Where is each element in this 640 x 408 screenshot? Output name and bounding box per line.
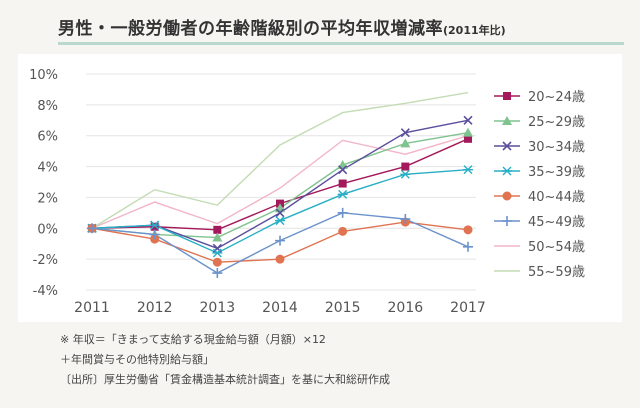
footnotes: ※ 年収＝「きまって支給する現金給与額（月額）×12 ＋年間賞与その他特別給与額… bbox=[60, 330, 390, 390]
legend-swatch-marker bbox=[503, 92, 511, 100]
title-underline bbox=[58, 42, 624, 45]
y-tick-label: -4% bbox=[33, 284, 58, 299]
data-point bbox=[338, 179, 347, 188]
legend-item: 20~24歳 bbox=[494, 90, 585, 105]
legend-item: 25~29歳 bbox=[494, 115, 585, 130]
legend-label: 20~24歳 bbox=[528, 90, 585, 105]
x-tick-labels: 2011 2012 2013 2014 2015 2016 2017 bbox=[74, 300, 486, 316]
data-point bbox=[87, 223, 97, 234]
y-tick-label: 0% bbox=[37, 222, 58, 237]
y-tick-label: 6% bbox=[37, 130, 58, 145]
x-tick-label: 2017 bbox=[450, 300, 486, 316]
data-point bbox=[338, 165, 348, 175]
chart-title-sub: (2011年比) bbox=[443, 24, 506, 37]
legend-item: 45~49歳 bbox=[494, 215, 585, 230]
legend-item: 55~59歳 bbox=[494, 265, 585, 280]
x-tick-label: 2012 bbox=[137, 300, 173, 316]
x-tick-label: 2011 bbox=[74, 300, 110, 316]
data-point bbox=[463, 241, 473, 252]
data-point bbox=[463, 127, 473, 137]
footnote-line-1: ※ 年収＝「きまって支給する現金給与額（月額）×12 bbox=[60, 333, 326, 346]
legend-label: 50~54歳 bbox=[528, 240, 585, 255]
legend-label: 35~39歳 bbox=[528, 165, 585, 180]
y-tick-label: 8% bbox=[37, 99, 58, 114]
series-line bbox=[91, 91, 469, 229]
footnote-line-2: ＋年間賞与その他特別給与額」 bbox=[60, 353, 214, 366]
legend-item: 40~44歳 bbox=[494, 190, 585, 205]
legend-swatch-marker bbox=[502, 141, 512, 151]
series-markers bbox=[87, 115, 473, 279]
x-tick-label: 2016 bbox=[388, 300, 424, 316]
series-line bbox=[91, 119, 469, 250]
data-point bbox=[149, 220, 160, 230]
data-point bbox=[212, 248, 223, 258]
data-point bbox=[212, 232, 223, 242]
data-point bbox=[338, 226, 348, 236]
legend-label: 25~29歳 bbox=[528, 115, 585, 130]
y-tick-label: 4% bbox=[37, 161, 58, 176]
line-chart: 10% 8% 6% 4% 2% 0% -2% -4% 2011 2012 2013 2014 2015… bbox=[29, 68, 585, 316]
data-point bbox=[213, 225, 222, 234]
legend-item: 35~39歳 bbox=[494, 165, 585, 180]
footnote-source: 〔出所〕厚生労働省「賃金構造基本統計調査」を基に大和総研作成 bbox=[60, 373, 390, 386]
data-point bbox=[400, 169, 411, 179]
legend-swatch-marker bbox=[502, 116, 512, 125]
data-point bbox=[212, 268, 223, 279]
data-point bbox=[275, 254, 285, 264]
data-point bbox=[400, 214, 411, 225]
data-point bbox=[464, 134, 472, 143]
legend-swatch-marker bbox=[502, 191, 512, 201]
legend: 20~24歳 25~29歳 30~34歳 35~39歳 40~44歳 45~49歳 50~5… bbox=[494, 90, 585, 280]
data-point bbox=[400, 138, 411, 148]
data-point bbox=[401, 162, 410, 171]
legend-label: 45~49歳 bbox=[528, 215, 585, 230]
x-tick-label: 2015 bbox=[325, 300, 361, 316]
legend-label: 30~34歳 bbox=[528, 140, 585, 155]
data-point bbox=[149, 229, 160, 240]
chart-title-main: 男性・一般労働者の年齢階級別の平均年収増減率 bbox=[58, 19, 443, 39]
y-tick-labels: 10% 8% 6% 4% 2% 0% -2% -4% bbox=[29, 68, 58, 299]
legend-swatch-marker bbox=[502, 166, 512, 176]
legend-item: 50~54歳 bbox=[494, 240, 585, 255]
data-point bbox=[463, 115, 473, 125]
y-tick-label: -2% bbox=[33, 253, 58, 268]
data-point bbox=[400, 128, 410, 138]
series-lines bbox=[91, 91, 469, 274]
series-line bbox=[91, 135, 469, 229]
data-point bbox=[275, 216, 285, 226]
data-point bbox=[275, 235, 285, 246]
legend-label: 40~44歳 bbox=[528, 190, 585, 205]
data-point bbox=[275, 208, 285, 218]
chart-title: 男性・一般労働者の年齢階級別の平均年収増減率(2011年比) bbox=[58, 14, 506, 39]
legend-swatch-marker bbox=[502, 216, 512, 226]
x-tick-label: 2014 bbox=[262, 300, 298, 316]
y-tick-label: 2% bbox=[37, 191, 58, 206]
data-point bbox=[150, 222, 159, 231]
x-tick-label: 2013 bbox=[200, 300, 236, 316]
data-point bbox=[212, 257, 222, 267]
legend-label: 55~59歳 bbox=[528, 265, 585, 280]
data-point bbox=[463, 225, 473, 235]
data-point bbox=[337, 189, 348, 199]
data-point bbox=[463, 165, 473, 175]
chart-panel: 10% 8% 6% 4% 2% 0% -2% -4% 2011 2012 2013 2014 2015… bbox=[18, 54, 622, 322]
y-tick-label: 10% bbox=[29, 68, 58, 83]
legend-item: 30~34歳 bbox=[494, 140, 585, 155]
data-point bbox=[337, 207, 348, 218]
